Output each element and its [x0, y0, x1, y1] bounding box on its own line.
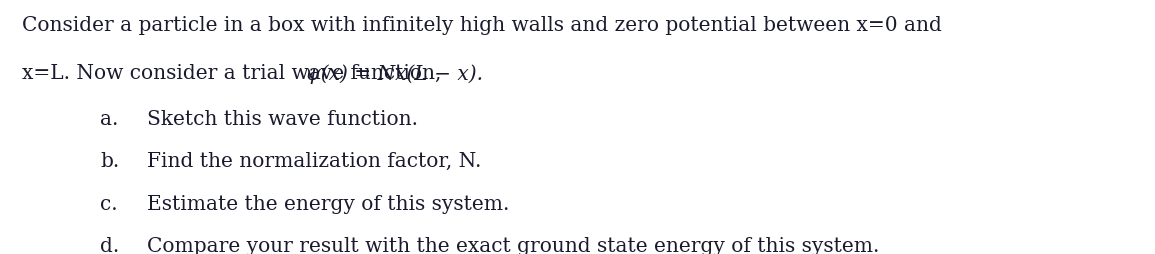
- Text: d.: d.: [100, 236, 119, 254]
- Text: Compare your result with the exact ground state energy of this system.: Compare your result with the exact groun…: [147, 236, 879, 254]
- Text: Sketch this wave function.: Sketch this wave function.: [147, 109, 418, 129]
- Text: x=L. Now consider a trial wave function,: x=L. Now consider a trial wave function,: [22, 64, 448, 83]
- Text: c.: c.: [100, 194, 118, 213]
- Text: Consider a particle in a box with infinitely high walls and zero potential betwe: Consider a particle in a box with infini…: [22, 16, 942, 35]
- Text: Find the normalization factor, N.: Find the normalization factor, N.: [147, 152, 482, 171]
- Text: b.: b.: [100, 152, 119, 171]
- Text: a.: a.: [100, 109, 119, 129]
- Text: Estimate the energy of this system.: Estimate the energy of this system.: [147, 194, 509, 213]
- Text: ψ(x) = Nx(L − x).: ψ(x) = Nx(L − x).: [305, 64, 483, 84]
